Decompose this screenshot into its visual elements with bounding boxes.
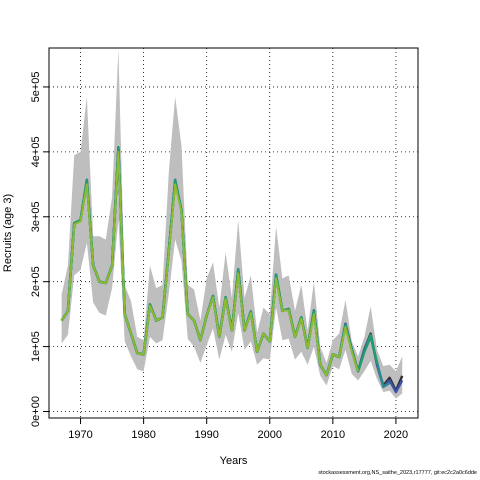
- confidence-band-area: [61, 49, 403, 399]
- x-tick-label: 1980: [131, 429, 155, 441]
- y-tick-label: 1e+05: [30, 331, 42, 362]
- y-tick-label: 3e+05: [30, 201, 42, 232]
- y-tick-label: 2e+05: [30, 266, 42, 297]
- x-tick-label: 1970: [68, 429, 92, 441]
- y-axis: 0e+00 1e+05 2e+05 3e+05 4e+05 5e+05: [30, 71, 49, 427]
- series-line-5: [60, 150, 360, 377]
- x-axis: 1970 1980 1990 2000 2010 2020: [68, 417, 408, 441]
- x-tick-label: 2020: [384, 429, 408, 441]
- series-lines: [60, 146, 404, 394]
- y-axis-label: Recruits (age 3): [2, 194, 14, 272]
- x-tick-label: 2010: [321, 429, 345, 441]
- y-tick-label: 0e+00: [30, 396, 42, 427]
- confidence-band: [61, 49, 403, 399]
- x-axis-label: Years: [220, 455, 248, 467]
- y-tick-label: 5e+05: [30, 71, 42, 102]
- y-tick-label: 4e+05: [30, 136, 42, 167]
- x-tick-label: 2000: [258, 429, 282, 441]
- footer-note: stockassessment.org,NS_saithe_2023,r1777…: [318, 470, 477, 476]
- x-tick-label: 1990: [194, 429, 218, 441]
